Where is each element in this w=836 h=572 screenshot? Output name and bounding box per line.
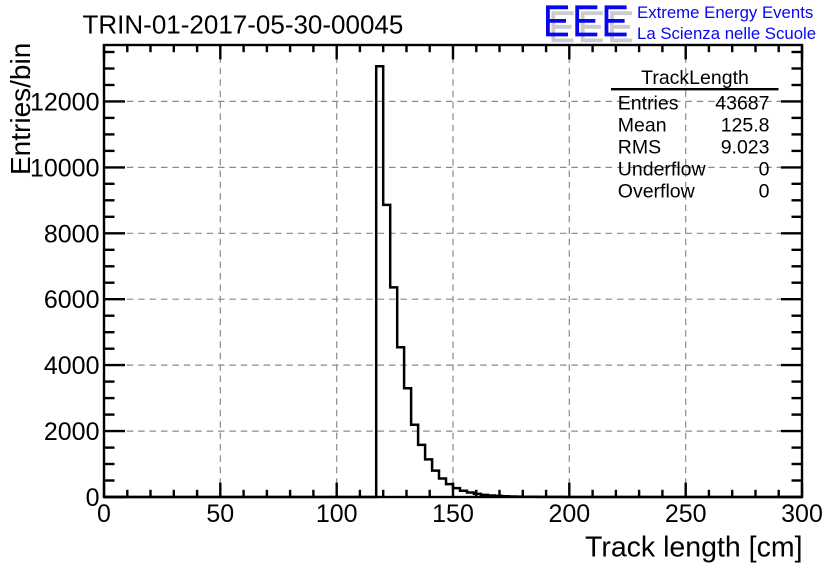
svg-text:0: 0 [86, 484, 100, 512]
svg-text:TrackLength: TrackLength [641, 67, 749, 89]
svg-text:150: 150 [432, 500, 474, 528]
svg-text:6000: 6000 [44, 286, 100, 314]
svg-text:0: 0 [759, 181, 770, 203]
svg-text:Extreme Energy Events: Extreme Energy Events [637, 3, 813, 22]
svg-text:300: 300 [781, 500, 823, 528]
svg-text:125.8: 125.8 [721, 115, 770, 137]
svg-text:Track length [cm]: Track length [cm] [585, 531, 803, 563]
svg-text:RMS: RMS [618, 137, 661, 159]
svg-text:8000: 8000 [44, 220, 100, 248]
svg-text:0: 0 [97, 500, 111, 528]
svg-text:4000: 4000 [44, 352, 100, 380]
svg-text:Underflow: Underflow [618, 159, 707, 181]
svg-text:Overflow: Overflow [618, 181, 696, 203]
svg-text:43687: 43687 [715, 93, 769, 115]
svg-text:Entries: Entries [618, 93, 679, 115]
svg-text:250: 250 [665, 500, 707, 528]
svg-text:Entries/bin: Entries/bin [5, 43, 36, 175]
svg-text:200: 200 [548, 500, 590, 528]
svg-text:0: 0 [759, 159, 770, 181]
svg-text:50: 50 [206, 500, 234, 528]
svg-text:9.023: 9.023 [721, 137, 770, 159]
svg-text:12000: 12000 [30, 88, 100, 116]
svg-text:10000: 10000 [30, 154, 100, 182]
svg-text:100: 100 [316, 500, 358, 528]
svg-text:2000: 2000 [44, 418, 100, 446]
svg-text:Mean: Mean [618, 115, 667, 137]
svg-text:TRIN-01-2017-05-30-00045: TRIN-01-2017-05-30-00045 [83, 10, 404, 40]
svg-text:La Scienza nelle Scuole: La Scienza nelle Scuole [637, 24, 816, 43]
